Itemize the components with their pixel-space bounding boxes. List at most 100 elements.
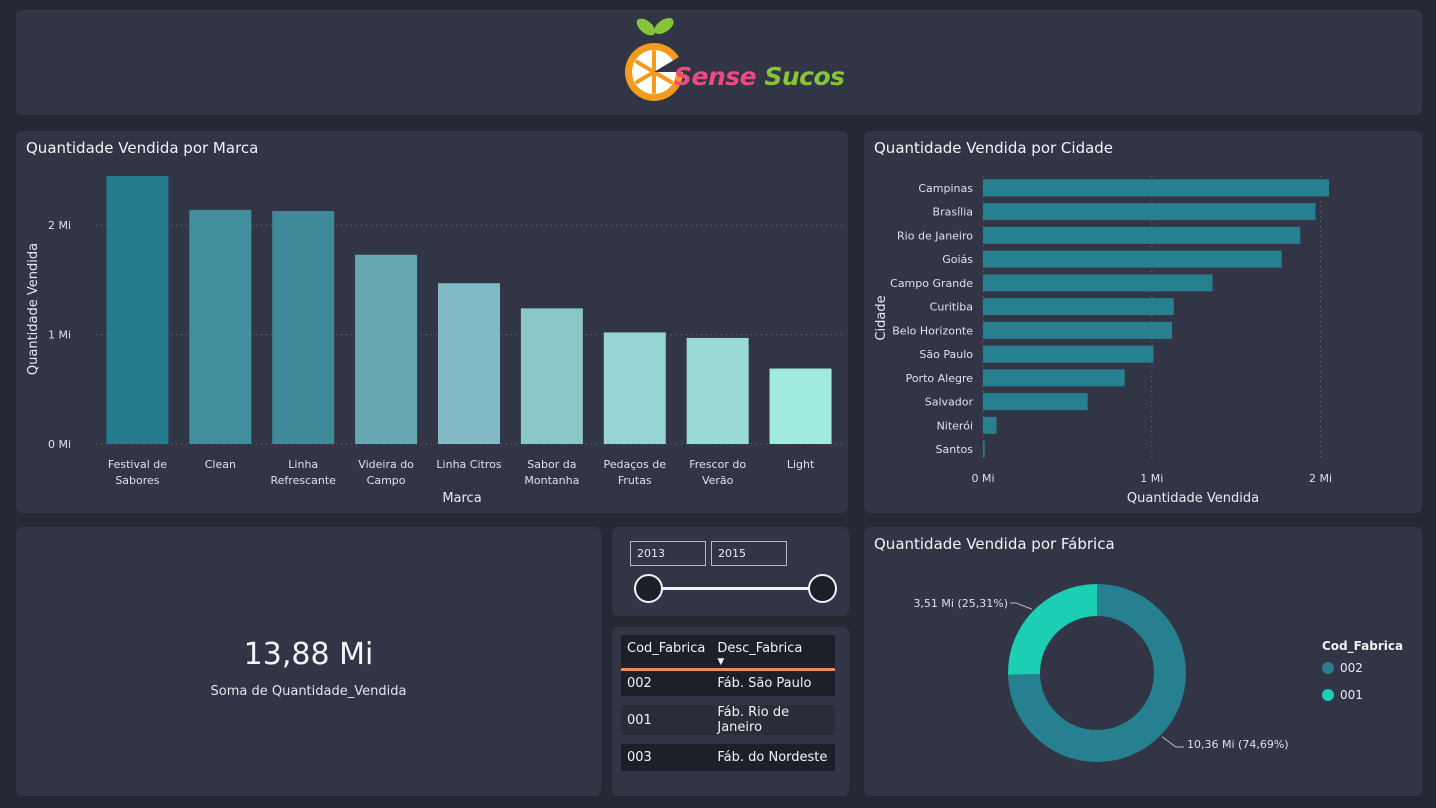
y-tick-label: Rio de Janeiro — [897, 229, 973, 242]
column-header-desc-fabrica[interactable]: Desc_Fabrica ▼ — [711, 635, 835, 671]
kpi-value: 13,88 Mi — [243, 637, 374, 672]
city-chart-panel[interactable]: Quantidade Vendida por Cidade 0 Mi 1 Mi 2 … — [864, 131, 1422, 513]
slider-track[interactable] — [648, 587, 822, 590]
table-cell-desc: Fáb. do Nordeste — [711, 744, 835, 771]
x-tick-label: Clean — [205, 458, 236, 471]
bar — [686, 337, 749, 444]
x-tick-label: 1 Mi — [1140, 472, 1163, 485]
bar — [983, 226, 1301, 244]
y-axis-label: Cidade — [874, 295, 889, 340]
y-tick-label: São Paulo — [919, 348, 973, 361]
x-axis-label: Marca — [442, 491, 481, 506]
column-header-desc-label: Desc_Fabrica — [717, 641, 803, 656]
bar — [438, 283, 500, 444]
bar — [520, 308, 583, 444]
city-bar-chart: 0 Mi 1 Mi 2 Mi Campinas Brasília Rio de Janei… — [874, 176, 1332, 506]
bar — [983, 369, 1125, 387]
table-cell-code: 001 — [621, 705, 712, 735]
y-axis-label: Quantidade Vendida — [26, 243, 41, 375]
bar — [983, 345, 1154, 363]
table-cell-code: 003 — [621, 744, 712, 771]
y-tick-label: Curitiba — [930, 301, 973, 314]
y-tick-label: 2 Mi — [48, 219, 71, 232]
orange-logo-icon — [625, 18, 684, 101]
city-chart-title: Quantidade Vendida por Cidade — [874, 139, 1114, 157]
donut-slice — [1008, 584, 1186, 762]
x-tick-label: Refrescante — [271, 474, 337, 487]
logo-text: Sense Sucos — [674, 62, 845, 91]
legend-title: Cod_Fabrica — [1322, 639, 1404, 653]
x-tick-label: Linha — [288, 458, 318, 471]
kpi-label: Soma de Quantidade_Vendida — [210, 684, 407, 699]
brand-bar-chart: 0 Mi 1 Mi 2 Mi Festival de Sabores Clean Linha… — [26, 176, 842, 506]
x-axis-label: Quantidade Vendida — [1127, 491, 1259, 506]
y-tick-label: Belo Horizonte — [892, 324, 973, 337]
legend-dot-icon — [1322, 689, 1334, 701]
y-tick-label: Santos — [936, 443, 974, 456]
bar — [983, 274, 1213, 292]
brand-chart-title: Quantidade Vendida por Marca — [26, 139, 259, 157]
x-tick-label: 2 Mi — [1309, 472, 1332, 485]
bar — [355, 254, 418, 444]
table-row[interactable]: 002 Fáb. São Paulo — [621, 669, 835, 696]
brand-chart-panel[interactable]: Quantidade Vendida por Marca 0 Mi 1 Mi 2 M… — [16, 131, 848, 513]
table-cell-desc: Fáb. São Paulo — [711, 669, 835, 696]
y-tick-label: Porto Alegre — [906, 372, 974, 385]
bar — [272, 211, 335, 444]
x-tick-label: Light — [787, 458, 815, 471]
x-tick-label: Verão — [702, 474, 734, 487]
bar — [769, 368, 832, 444]
table-cell-code: 002 — [621, 669, 712, 696]
x-tick-label: Montanha — [524, 474, 579, 487]
table-cell-desc: Fáb. Rio de Janeiro — [711, 705, 835, 735]
column-header-cod-fabrica[interactable]: Cod_Fabrica — [621, 635, 712, 671]
y-tick-label: Campo Grande — [890, 277, 973, 290]
legend-item-001[interactable]: 001 — [1322, 688, 1363, 702]
bar — [983, 393, 1088, 411]
logo-word-sense: Sense — [674, 62, 757, 91]
y-tick-label: Campinas — [918, 182, 973, 195]
logo-word-sucos: Sucos — [764, 62, 845, 91]
x-tick-label: Videira do — [358, 458, 414, 471]
kpi-card[interactable]: 13,88 Mi Soma de Quantidade_Vendida — [16, 527, 601, 796]
factory-table-panel: Cod_Fabrica Desc_Fabrica ▼ 002 Fáb. São P… — [612, 627, 849, 796]
legend-label: 001 — [1340, 688, 1363, 702]
x-tick-label: Frescor do — [689, 458, 746, 471]
bar — [983, 250, 1282, 268]
sort-descending-icon[interactable]: ▼ — [717, 657, 725, 667]
y-tick-label: 1 Mi — [48, 329, 71, 342]
logo — [606, 12, 856, 112]
slider-start-handle[interactable] — [634, 574, 663, 603]
table-row[interactable]: 003 Fáb. do Nordeste — [621, 744, 835, 771]
bar — [106, 176, 169, 444]
bar — [603, 332, 666, 444]
x-tick-label: Frutas — [618, 474, 652, 487]
y-tick-label: Niterói — [937, 419, 973, 432]
table-row[interactable]: 001 Fáb. Rio de Janeiro — [621, 705, 835, 735]
end-year-input[interactable]: 2015 — [711, 541, 787, 566]
slider-end-handle[interactable] — [808, 574, 837, 603]
legend-label: 002 — [1340, 661, 1363, 675]
x-tick-label: Sabor da — [527, 458, 576, 471]
y-tick-label: Brasília — [933, 206, 973, 219]
bar — [983, 416, 997, 434]
factory-table: Cod_Fabrica Desc_Fabrica ▼ 002 Fáb. São P… — [621, 635, 835, 771]
donut-slice — [1008, 584, 1097, 675]
y-tick-label: Salvador — [925, 396, 974, 409]
bar — [983, 298, 1174, 316]
legend-item-002[interactable]: 002 — [1322, 661, 1363, 675]
x-tick-label: Linha Citros — [436, 458, 501, 471]
x-tick-label: Festival de — [108, 458, 167, 471]
bar — [189, 209, 252, 444]
factory-chart-panel[interactable]: Quantidade Vendida por Fábrica 10,36 Mi … — [864, 527, 1422, 796]
year-slicer: 2013 2015 — [612, 527, 849, 616]
x-tick-label: Pedaços de — [604, 458, 667, 471]
x-tick-label: 0 Mi — [971, 472, 994, 485]
start-year-input[interactable]: 2013 — [630, 541, 706, 566]
header-banner: Sense Sucos — [16, 10, 1422, 115]
data-label: 10,36 Mi (74,69%) — [1187, 738, 1289, 751]
bar — [983, 179, 1329, 197]
y-tick-label: Goiás — [942, 253, 973, 266]
bar — [983, 321, 1173, 339]
factory-donut-chart: 10,36 Mi (74,69%) 3,51 Mi (25,31%) — [913, 584, 1289, 762]
